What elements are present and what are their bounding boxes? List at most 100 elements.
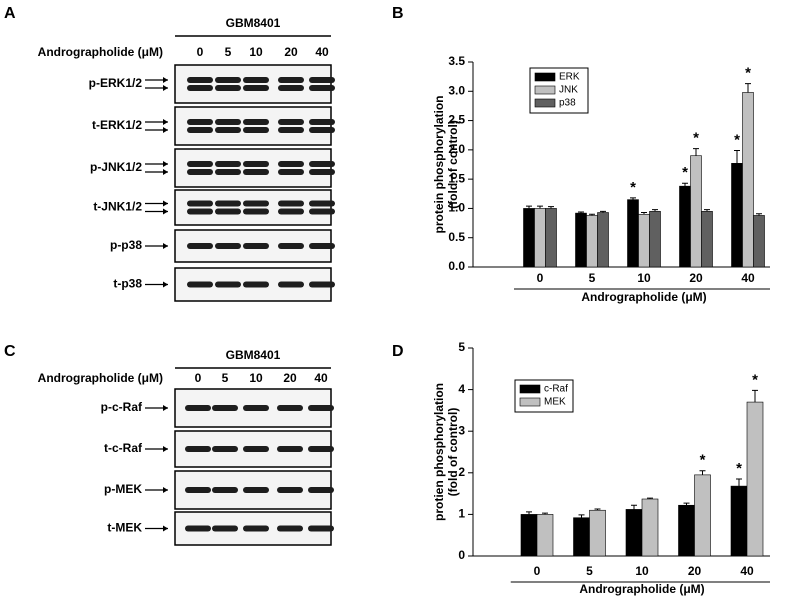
error-bar <box>526 205 532 209</box>
legend-swatch <box>534 85 556 95</box>
legend-swatch <box>519 397 541 407</box>
cell-line: GBM8401 <box>226 348 281 362</box>
band <box>277 525 303 532</box>
arrow-head <box>163 405 168 411</box>
arrow-head <box>163 525 168 532</box>
arrow-head <box>163 200 168 207</box>
arrow-head <box>163 127 168 133</box>
significance-label: * <box>693 130 699 147</box>
error-bar <box>631 504 637 510</box>
blot-row-label: p-JNK1/2 <box>90 160 142 174</box>
error-bar <box>526 511 532 515</box>
arrow-head <box>163 169 168 175</box>
legend-swatch <box>534 72 556 82</box>
arrow-head <box>163 161 168 167</box>
panel-label: C <box>4 343 16 360</box>
band <box>309 85 335 91</box>
legend-label: ERK <box>559 72 580 83</box>
bar <box>627 199 639 268</box>
arrow-head <box>163 487 168 493</box>
treatment-label: Andrographolide (μM) <box>38 45 163 59</box>
error-bar <box>589 213 595 216</box>
y-axis-label: (fold of control) <box>446 120 460 209</box>
arrow-head <box>163 85 168 91</box>
x-tick-label: 5 <box>586 564 593 578</box>
x-tick-label: 40 <box>741 271 755 285</box>
band <box>277 487 303 493</box>
band <box>278 77 304 83</box>
legend-label: MEK <box>544 397 566 408</box>
band <box>215 281 241 288</box>
bar <box>534 208 546 268</box>
band <box>309 281 335 288</box>
blot-row-label: p-c-Raf <box>101 400 143 414</box>
error-bar <box>756 213 762 216</box>
y-tick-label: 3 <box>458 423 465 437</box>
y-tick-label: 3.0 <box>448 83 465 97</box>
y-tick-label: 5 <box>458 340 465 354</box>
arrow-head <box>163 208 168 215</box>
blot-row-label: t-MEK <box>107 521 142 535</box>
bar <box>545 208 557 268</box>
bar <box>523 208 535 268</box>
band <box>309 243 335 249</box>
band <box>277 446 303 452</box>
lane-label: 0 <box>197 45 204 59</box>
band <box>278 208 304 215</box>
error-bar <box>542 512 548 515</box>
arrow-head <box>163 77 168 83</box>
y-tick-label: 1 <box>458 507 465 521</box>
band <box>187 243 213 249</box>
band <box>278 127 304 133</box>
bar <box>520 514 538 557</box>
band <box>215 77 241 83</box>
significance-label: * <box>700 452 706 469</box>
y-tick-label: 0.5 <box>448 230 465 244</box>
band <box>187 161 213 167</box>
x-tick-label: 20 <box>688 564 702 578</box>
blot-row-label: t-ERK1/2 <box>92 118 142 132</box>
error-bar <box>647 497 653 500</box>
band <box>278 161 304 167</box>
band <box>185 525 211 532</box>
y-tick-label: 1.0 <box>448 201 465 215</box>
band <box>185 405 211 411</box>
y-tick-label: 2.5 <box>448 113 465 127</box>
error-bar <box>734 149 740 164</box>
blot-row-label: p-MEK <box>104 482 142 496</box>
band <box>243 119 269 125</box>
lane-label: 20 <box>283 371 297 385</box>
x-tick-label: 10 <box>635 564 649 578</box>
band <box>243 243 269 249</box>
significance-label: * <box>745 65 751 82</box>
band <box>278 119 304 125</box>
significance-label: * <box>682 164 688 181</box>
error-bar <box>704 209 710 212</box>
band <box>278 169 304 175</box>
legend-label: JNK <box>559 85 578 96</box>
band <box>278 281 304 288</box>
arrow-head <box>163 243 168 249</box>
bar <box>678 504 695 557</box>
y-tick-label: 2.0 <box>448 142 465 156</box>
band <box>308 487 334 493</box>
band <box>212 487 238 493</box>
band <box>187 281 213 288</box>
band <box>278 243 304 249</box>
band <box>187 85 213 91</box>
significance-label: * <box>630 179 636 196</box>
band <box>215 161 241 167</box>
lane-label: 5 <box>225 45 232 59</box>
bar <box>625 509 643 557</box>
band <box>212 405 238 411</box>
bar <box>649 211 661 268</box>
band <box>278 200 304 207</box>
band <box>309 127 335 133</box>
band <box>309 169 335 175</box>
band <box>187 208 213 215</box>
band <box>309 161 335 167</box>
legend-label: p38 <box>559 98 576 109</box>
band <box>212 525 238 532</box>
x-tick-label: 10 <box>637 271 651 285</box>
